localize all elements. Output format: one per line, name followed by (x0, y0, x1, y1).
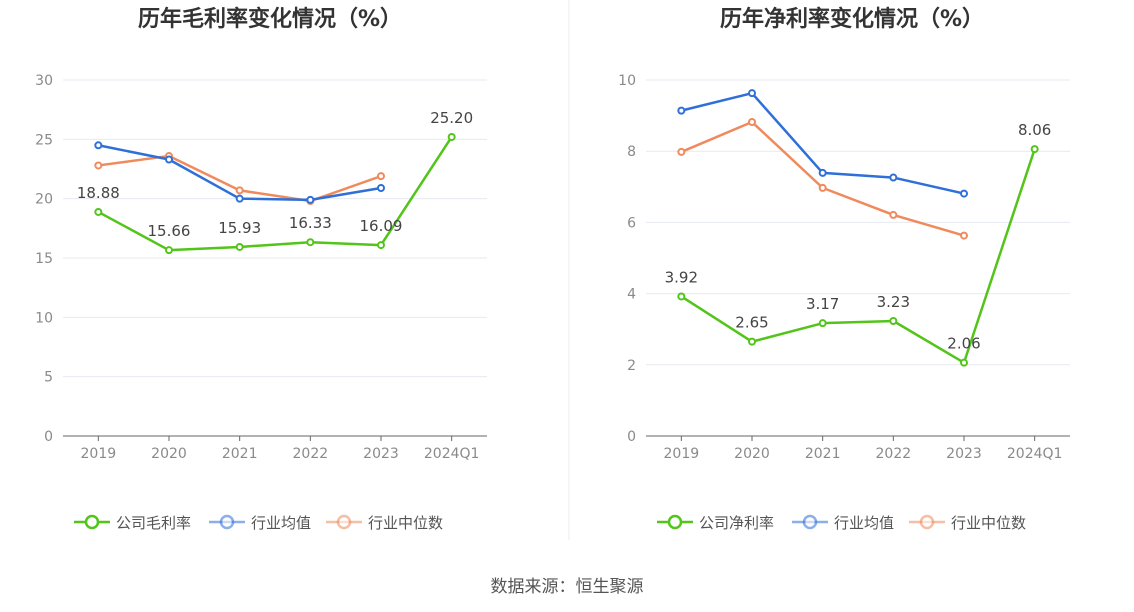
legend-label: 行业均值 (834, 514, 894, 532)
x-tick-label: 2019 (664, 446, 700, 462)
data-label: 25.20 (430, 109, 473, 127)
data-point-company (1030, 145, 1039, 154)
data-label: 3.23 (877, 293, 910, 311)
series-line-company (97, 136, 453, 252)
data-label: 15.93 (218, 219, 261, 237)
data-point-median (748, 118, 756, 127)
data-point-company (748, 337, 756, 346)
y-tick-label: 2 (627, 358, 636, 374)
legend-item-avg: 行业均值 (209, 514, 311, 532)
legend-label: 行业中位数 (951, 514, 1026, 532)
gross-margin-chart: 历年毛利率变化情况（%） 0 5 10 15 20 25 30 2019 2020 2021 2022… (35, 6, 487, 532)
chart-title: 历年净利率变化情况（%） (720, 6, 984, 32)
net-margin-chart: 历年净利率变化情况（%） 0 2 4 6 8 10 2019 2020 2021 2022 2023 2… (618, 6, 1070, 532)
data-label: 3.92 (665, 268, 698, 286)
series-line-avg (681, 91, 965, 195)
y-tick-label: 6 (627, 215, 636, 231)
chart-title: 历年毛利率变化情况（%） (138, 6, 402, 32)
data-point-avg (165, 155, 173, 164)
x-tick-label: 2023 (946, 446, 982, 462)
data-point-median (960, 231, 968, 240)
x-tick-label: 2024Q1 (1007, 446, 1063, 462)
x-tick-label: 2021 (222, 446, 258, 462)
y-tick-label: 5 (44, 370, 53, 386)
data-point-avg (306, 195, 315, 204)
y-tick-label: 15 (35, 251, 53, 267)
y-tick-label: 4 (627, 287, 636, 303)
data-point-company (447, 132, 456, 141)
x-tick-label: 2021 (805, 446, 841, 462)
data-point-median (377, 172, 385, 181)
y-tick-label: 8 (627, 144, 636, 160)
data-point-avg (960, 189, 968, 198)
series-line-company (680, 148, 1036, 364)
data-point-company (94, 207, 103, 216)
y-tick-label: 0 (627, 429, 636, 445)
data-label: 16.33 (289, 214, 332, 232)
legend-marker-icon (84, 514, 100, 530)
legend-marker-icon (336, 514, 352, 530)
legend-marker-icon (667, 514, 683, 530)
data-label: 2.65 (735, 314, 768, 332)
x-tick-label: 2022 (876, 446, 912, 462)
x-tick-label: 2024Q1 (424, 446, 480, 462)
data-point-median (677, 147, 686, 156)
data-point-avg (748, 89, 756, 98)
legend-label: 公司净利率 (699, 514, 774, 532)
y-tick-label: 25 (35, 132, 53, 148)
data-point-avg (818, 168, 827, 177)
data-point-company (377, 241, 385, 250)
legend-label: 行业中位数 (368, 514, 443, 532)
data-point-avg (677, 106, 686, 115)
data-point-median (235, 186, 244, 195)
data-point-avg (94, 141, 103, 150)
data-point-company (818, 319, 827, 328)
data-point-avg (377, 183, 385, 192)
data-point-company (165, 246, 173, 255)
data-point-company (889, 317, 898, 326)
data-point-avg (889, 173, 898, 182)
series-line-median (680, 120, 965, 237)
legend-item-company: 公司净利率 (657, 514, 774, 532)
data-point-company (306, 238, 315, 247)
x-tick-label: 2019 (81, 446, 117, 462)
x-tick-label: 2020 (734, 446, 770, 462)
legend-marker-icon (802, 514, 818, 530)
legend-item-avg: 行业均值 (792, 514, 894, 532)
x-tick-label: 2020 (151, 446, 187, 462)
y-tick-label: 10 (618, 73, 636, 89)
x-tick-label: 2022 (293, 446, 329, 462)
y-tick-label: 20 (35, 192, 53, 208)
y-tick-label: 10 (35, 310, 53, 326)
legend-item-company: 公司毛利率 (74, 514, 191, 532)
data-point-median (94, 161, 103, 170)
data-label: 18.88 (77, 184, 120, 202)
y-tick-label: 0 (44, 429, 53, 445)
legend-label: 公司毛利率 (116, 514, 191, 532)
data-label: 8.06 (1018, 121, 1051, 139)
data-point-company (677, 292, 686, 301)
data-point-company (235, 242, 244, 251)
data-label: 16.09 (360, 217, 403, 235)
data-point-avg (235, 194, 244, 203)
data-source: 数据来源：恒生聚源 (491, 577, 644, 597)
data-label: 2.06 (947, 335, 980, 353)
data-point-company (960, 358, 968, 367)
data-point-median (818, 183, 827, 192)
legend-marker-icon (219, 514, 235, 530)
data-label: 15.66 (148, 222, 191, 240)
legend-marker-icon (919, 514, 935, 530)
data-label: 3.17 (806, 295, 839, 313)
y-tick-label: 30 (35, 73, 53, 89)
data-point-median (889, 210, 898, 219)
legend-label: 行业均值 (251, 514, 311, 532)
legend-item-median: 行业中位数 (326, 514, 443, 532)
legend-item-median: 行业中位数 (909, 514, 1026, 532)
x-tick-label: 2023 (363, 446, 399, 462)
